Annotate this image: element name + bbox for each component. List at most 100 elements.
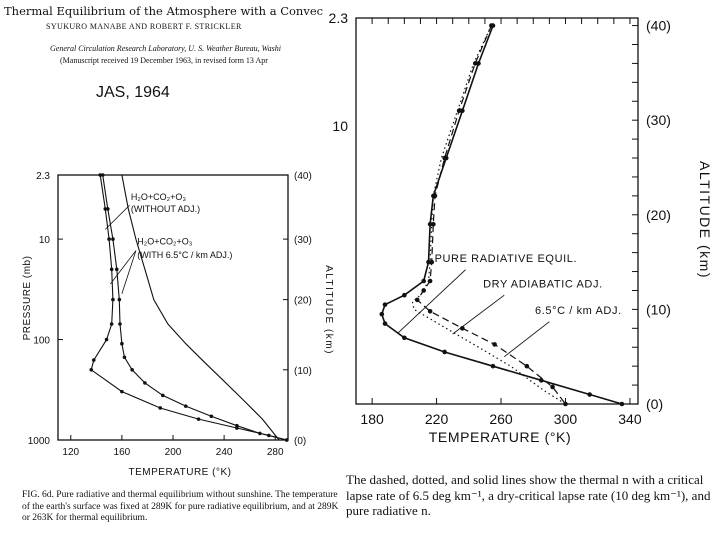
left-y2-tick-label: (40)	[294, 171, 312, 182]
left-y-tick-label: 10	[39, 235, 51, 246]
left-x-tick-label: 200	[165, 447, 182, 458]
right-x-tick-label: 300	[554, 411, 578, 427]
left-series-point	[106, 207, 110, 211]
left-annotation-leader	[110, 250, 137, 285]
right-chart: 180 220 260 300 340 2.3 10 (40) (30) (20) (10) (0) P…	[329, 10, 671, 427]
right-series-line-2	[416, 25, 566, 405]
left-x-axis-label: TEMPERATURE (°K)	[129, 467, 232, 478]
right-x-tick-label: 260	[489, 411, 513, 427]
right-series-point	[402, 335, 407, 341]
left-series-point	[104, 337, 109, 342]
right-series-point	[442, 349, 447, 355]
left-series-point	[158, 406, 163, 410]
left-series-point	[267, 433, 271, 438]
right-series-point	[382, 321, 388, 326]
right-y2-tick-label: (40)	[646, 18, 671, 34]
right-y2-tick-label: (0)	[646, 396, 663, 412]
right-x-tick-label: 340	[618, 411, 642, 427]
left-x-tick-label: 160	[114, 447, 131, 458]
right-series-point	[489, 23, 494, 28]
paper-title: Thermal Equilibrium of the Atmosphere wi…	[4, 4, 324, 18]
left-figure-caption: FIG. 6d. Pure radiative and thermal equi…	[22, 490, 339, 523]
right-annotation: 6.5°C / km ADJ.	[535, 305, 622, 317]
left-series-point	[114, 267, 119, 272]
right-series-point	[379, 311, 385, 317]
right-annotation-leader	[397, 269, 466, 334]
right-chart-frame	[355, 17, 639, 405]
right-series-point	[382, 302, 388, 307]
left-series-point	[103, 207, 108, 211]
left-x-tick-label: 240	[216, 447, 233, 458]
right-figure-caption: The dashed, dotted, and solid lines show…	[346, 472, 711, 518]
right-series-point	[587, 392, 592, 397]
left-annotation: (WITHOUT ADJ.)	[131, 204, 200, 214]
right-series-point	[476, 61, 481, 66]
left-series-point	[111, 237, 115, 241]
right-series-line-1	[380, 25, 623, 405]
journal-tag: JAS, 1964	[96, 84, 170, 101]
left-y-tick-label: 1000	[28, 436, 51, 447]
paper-affiliation: General Circulation Research Laboratory,…	[50, 44, 281, 53]
left-x-tick-label: 120	[62, 447, 79, 458]
left-y2-tick-label: (10)	[294, 366, 312, 377]
right-y2-tick-label: (10)	[646, 301, 671, 317]
right-series-point	[524, 363, 530, 369]
right-y-tick-label: 2.3	[329, 10, 349, 26]
right-annotation-leader	[503, 321, 550, 358]
left-y2-tick-label: (0)	[294, 436, 306, 447]
left-series-line-3	[121, 174, 280, 441]
left-series-point	[235, 426, 239, 430]
left-annotation: H₂O+CO₂+O₃	[137, 236, 192, 246]
left-series-point	[91, 358, 96, 362]
right-series-point	[402, 292, 407, 298]
left-annotation-leader	[121, 250, 137, 294]
right-annotation: DRY ADIABATIC ADJ.	[483, 279, 603, 291]
right-annotation: PURE RADIATIVE EQUIL.	[435, 253, 578, 265]
left-y2-tick-label: (20)	[294, 296, 312, 307]
right-series-point	[421, 278, 426, 284]
left-series-point	[107, 237, 111, 241]
left-series-point	[117, 297, 122, 302]
left-y-tick-label: 2.3	[36, 171, 50, 182]
left-annotation: (WITH 6.5°C / km ADJ.)	[137, 250, 232, 260]
left-series-line-1	[102, 174, 287, 441]
right-annotation-leader	[452, 294, 505, 335]
right-series-point	[492, 342, 497, 347]
right-series-point	[539, 378, 544, 383]
right-series-point	[427, 308, 433, 314]
right-x-axis-label: TEMPERATURE (°K)	[429, 429, 572, 445]
left-y-axis-label: PRESSURE (mb)	[22, 256, 33, 341]
right-series-point	[421, 288, 426, 293]
left-series-point	[109, 267, 114, 272]
left-series-point	[120, 389, 124, 394]
left-series-point	[183, 404, 188, 408]
right-y-tick-label: 10	[332, 118, 348, 134]
left-chart: 120 160 200 240 280 2.3 10 100 1000 (40) (30) (20) (…	[28, 171, 312, 458]
manuscript-dates: (Manuscript received 19 December 1963, i…	[60, 56, 268, 65]
right-series-point	[619, 401, 625, 407]
left-series-point	[160, 393, 165, 398]
left-y-tick-label: 100	[33, 336, 50, 347]
right-series-point	[427, 278, 433, 284]
right-y2-axis-label: ALTITUDE (km)	[697, 161, 713, 279]
right-series-point	[432, 193, 438, 199]
left-series-point	[98, 173, 102, 177]
left-series-point	[284, 438, 289, 442]
right-series-point	[550, 384, 555, 390]
left-annotation-leader	[104, 204, 130, 230]
right-y2-tick-label: (30)	[646, 112, 671, 128]
left-y2-axis-label: ALTITUDE (km)	[323, 265, 334, 355]
right-series-point	[460, 108, 465, 114]
left-series-point	[143, 381, 147, 385]
right-series-point	[490, 363, 496, 369]
left-x-tick-label: 280	[267, 447, 284, 458]
right-series-point	[563, 401, 568, 407]
right-x-tick-label: 220	[425, 411, 449, 427]
right-y2-tick-label: (20)	[646, 207, 671, 223]
left-series-point	[120, 341, 124, 346]
left-series-point	[130, 367, 134, 372]
right-x-tick-label: 180	[360, 411, 384, 427]
left-series-point	[109, 322, 114, 326]
left-series-point	[100, 173, 105, 177]
